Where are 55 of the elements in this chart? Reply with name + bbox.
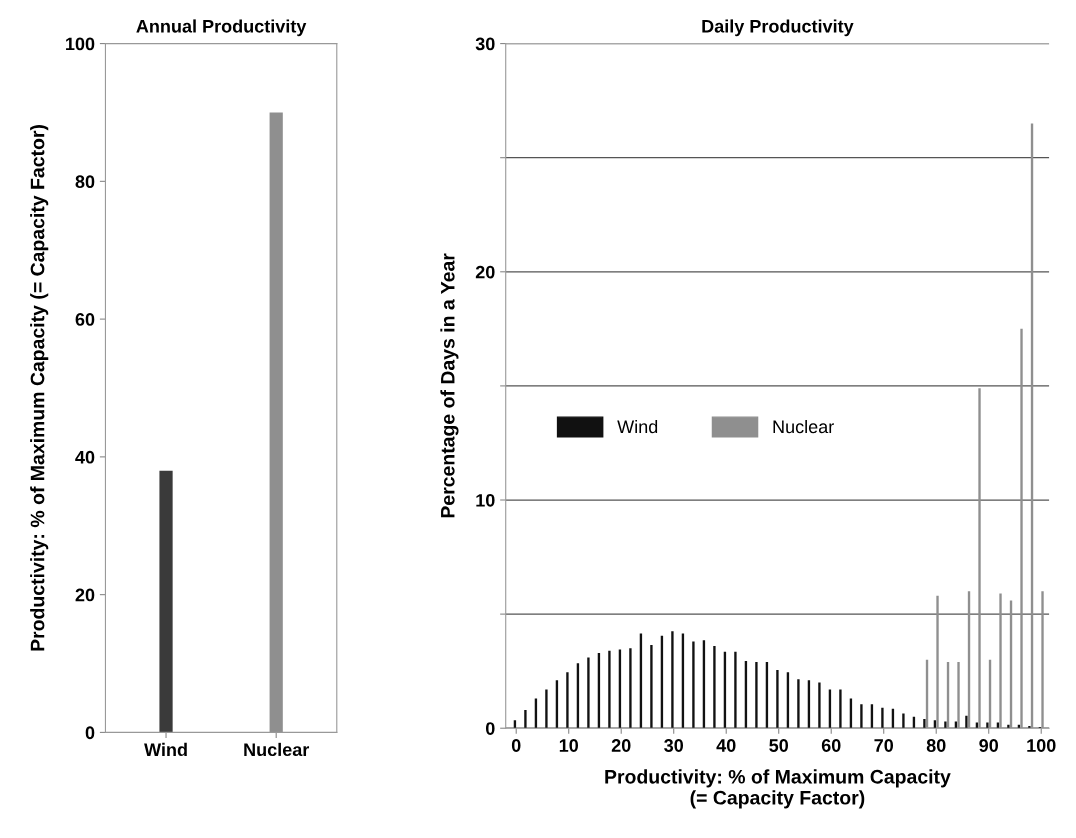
bar xyxy=(1007,724,1010,729)
bar xyxy=(671,631,674,729)
bar xyxy=(545,689,548,729)
y-tick-label: 0 xyxy=(85,726,95,740)
bar xyxy=(797,679,800,729)
bar xyxy=(1028,725,1031,729)
bar xyxy=(944,721,947,729)
bar xyxy=(902,713,905,729)
y-tick-label: 10 xyxy=(476,493,495,507)
bar xyxy=(839,689,842,729)
bar xyxy=(881,707,884,729)
bar xyxy=(755,662,758,729)
y-tick-label: 20 xyxy=(75,588,95,602)
bar xyxy=(608,650,611,729)
y-tick-label: 0 xyxy=(485,722,495,735)
bar xyxy=(566,672,569,729)
y-tick-label: 80 xyxy=(75,175,95,189)
x-tick-label: 60 xyxy=(821,739,841,752)
bar xyxy=(734,651,737,729)
x-axis-title: Productivity: % of Maximum Capacity (= Capacity Factor) xyxy=(605,769,951,809)
x-tick-label: Wind xyxy=(144,742,187,757)
bar xyxy=(818,682,821,729)
legend-label: Nuclear xyxy=(773,419,834,434)
y-tick-label: 60 xyxy=(75,313,95,326)
y-tick-label: 30 xyxy=(475,37,495,51)
bar xyxy=(860,704,863,729)
x-tick-label: 50 xyxy=(769,739,789,752)
bar xyxy=(629,648,632,729)
y-tick-label: 20 xyxy=(475,265,495,279)
bar xyxy=(524,709,527,729)
bar xyxy=(965,715,968,729)
bar xyxy=(923,719,926,729)
bar xyxy=(650,644,653,729)
bar xyxy=(776,670,779,729)
x-tick-label: 40 xyxy=(716,739,736,752)
bar xyxy=(587,657,590,729)
bar xyxy=(692,641,695,729)
y-axis-title: Productivity: % of Maximum Capacity (= Capacity Factor) xyxy=(30,125,49,651)
y-tick-label: 40 xyxy=(75,450,95,464)
x-tick-label: 90 xyxy=(979,739,999,752)
bar xyxy=(713,646,716,729)
y-tick-label: 100 xyxy=(66,37,95,51)
x-tick-label: 70 xyxy=(874,739,894,752)
x-tick-label: 10 xyxy=(559,739,579,752)
chart-title: Annual Productivity xyxy=(136,19,307,37)
x-tick-label: 0 xyxy=(511,739,521,752)
x-tick-label: 30 xyxy=(664,739,684,752)
chart-title: Daily Productivity xyxy=(702,19,854,37)
x-tick-label: Nuclear xyxy=(244,742,310,757)
x-tick-label: 20 xyxy=(611,739,631,752)
x-tick-label: 100 xyxy=(1027,739,1056,752)
x-tick-label: 80 xyxy=(926,739,946,752)
legend-label: Wind xyxy=(617,419,658,434)
bar xyxy=(986,722,989,729)
y-axis-title: Percentage of Days in a Year xyxy=(440,253,459,518)
